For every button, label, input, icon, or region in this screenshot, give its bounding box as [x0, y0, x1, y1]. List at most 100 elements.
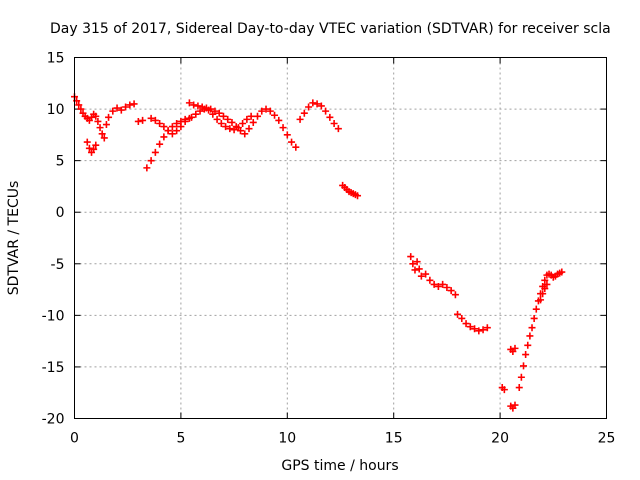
grid-lines	[74, 57, 607, 419]
x-tick-label: 0	[70, 431, 79, 447]
chart-title: Day 315 of 2017, Sidereal Day-to-day VTE…	[50, 21, 611, 37]
data-point	[196, 107, 204, 115]
y-axis-label: SDTVAR / TECUs	[6, 181, 22, 296]
data-point	[522, 351, 530, 359]
data-point	[228, 118, 236, 126]
data-point	[92, 112, 100, 120]
data-point	[77, 105, 85, 113]
data-point	[211, 107, 219, 115]
data-point	[292, 143, 300, 151]
data-point	[156, 120, 164, 128]
data-point	[447, 287, 455, 295]
data-point	[109, 107, 117, 115]
data-point	[156, 140, 164, 148]
data-point	[215, 109, 223, 117]
data-point	[334, 125, 342, 133]
data-point	[411, 266, 419, 274]
y-tick-label: 10	[47, 102, 65, 118]
data-point	[511, 401, 519, 409]
data-point	[258, 107, 266, 115]
data-point	[113, 104, 121, 112]
data-point	[262, 105, 270, 113]
data-point	[254, 112, 262, 120]
x-tick-label: 5	[176, 431, 185, 447]
data-point	[434, 282, 442, 290]
data-point	[139, 116, 147, 124]
data-point	[500, 386, 508, 394]
data-point	[190, 101, 198, 109]
x-tick-label: 25	[598, 431, 616, 447]
data-point	[177, 123, 185, 131]
data-point	[90, 145, 98, 153]
data-point	[409, 260, 417, 268]
data-point	[181, 117, 189, 125]
y-tick-label: -20	[42, 412, 65, 428]
plot-frame	[74, 57, 607, 419]
data-point	[515, 384, 523, 392]
data-point	[330, 120, 338, 128]
y-tick-label: -15	[42, 360, 65, 376]
data-point	[143, 164, 151, 172]
data-point	[539, 290, 547, 298]
data-point	[160, 123, 168, 131]
data-point	[241, 130, 249, 138]
data-point	[134, 117, 142, 125]
axis-ticks	[74, 57, 607, 419]
y-tick-labels: -20 -15 -10 -5 0 5 10 15	[42, 51, 65, 428]
data-point	[511, 344, 519, 352]
data-point	[439, 280, 447, 288]
data-point	[283, 131, 291, 139]
data-point	[288, 138, 296, 146]
data-point	[232, 123, 240, 131]
data-point	[75, 101, 83, 109]
data-point	[415, 265, 423, 273]
data-point	[194, 102, 202, 110]
x-axis-label: GPS time / hours	[281, 458, 398, 474]
data-point	[462, 320, 470, 328]
data-point	[520, 362, 528, 370]
data-point	[296, 115, 304, 123]
data-point	[417, 272, 425, 280]
data-point	[305, 103, 313, 111]
data-point	[247, 112, 255, 120]
data-point	[226, 125, 234, 133]
data-point	[245, 125, 253, 133]
data-point	[266, 107, 274, 115]
data-point	[530, 314, 538, 322]
data-point	[309, 99, 317, 107]
data-point	[102, 121, 110, 129]
data-point	[192, 110, 200, 118]
x-tick-label: 20	[491, 431, 509, 447]
data-point	[517, 373, 525, 381]
data-point	[151, 148, 159, 156]
data-point	[213, 115, 221, 123]
x-tick-label: 15	[385, 431, 403, 447]
data-point	[126, 101, 134, 109]
data-points	[71, 93, 566, 412]
data-point	[96, 124, 104, 132]
y-tick-label: 5	[56, 154, 65, 170]
data-point	[160, 133, 168, 141]
data-point	[122, 103, 130, 111]
data-point	[475, 327, 483, 335]
data-point	[326, 113, 334, 121]
data-point	[443, 284, 451, 292]
data-point	[222, 123, 230, 131]
data-point	[219, 112, 227, 120]
data-point	[458, 314, 466, 322]
data-point	[130, 100, 138, 108]
data-point	[483, 324, 491, 332]
data-point	[147, 114, 155, 122]
data-point	[426, 276, 434, 284]
data-point	[279, 124, 287, 132]
x-tick-label: 10	[278, 431, 296, 447]
data-point	[94, 117, 102, 125]
data-point	[541, 285, 549, 293]
data-point	[249, 118, 257, 126]
y-tick-label: 15	[47, 51, 65, 67]
data-point	[466, 323, 474, 331]
data-point	[188, 113, 196, 121]
y-tick-label: 0	[56, 205, 65, 221]
data-point	[239, 120, 247, 128]
